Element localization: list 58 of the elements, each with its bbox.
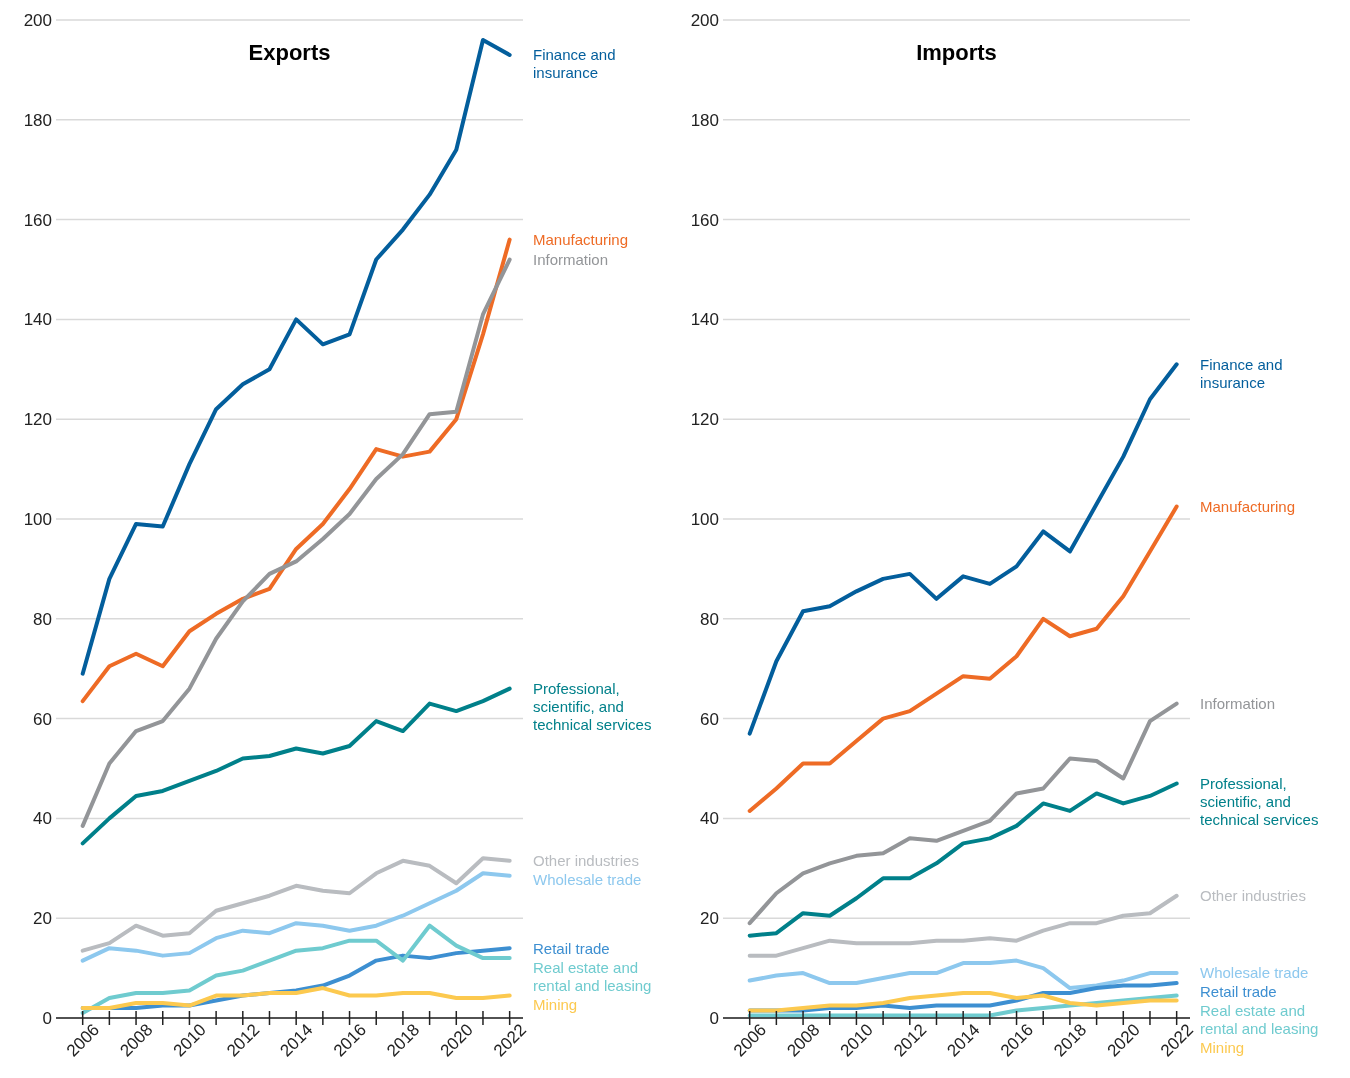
y-tick-label: 100 xyxy=(23,509,52,529)
y-tick-label: 180 xyxy=(23,110,52,130)
series-label: Wholesale trade xyxy=(1200,963,1309,981)
y-tick-label: 40 xyxy=(33,809,52,829)
y-tick-label: 60 xyxy=(33,709,52,729)
text: Mining xyxy=(1200,1038,1245,1056)
series-label: Real estate and rental and leasing xyxy=(1200,1001,1319,1037)
series-label: Mining xyxy=(533,995,578,1013)
series-label: Professional, scientific, and technical services xyxy=(1200,774,1319,828)
line-series xyxy=(747,991,1179,1013)
line-series xyxy=(747,362,1179,736)
line-series xyxy=(747,993,1179,1018)
line-series xyxy=(747,504,1179,813)
line-series xyxy=(80,237,512,704)
series-label: Professional, scientific, and technical services xyxy=(533,680,652,734)
line-series xyxy=(80,856,512,953)
text: Imports xyxy=(916,40,997,65)
y-tick-label: 60 xyxy=(700,709,719,729)
line-series xyxy=(80,986,512,1011)
line-series xyxy=(80,871,512,963)
line-series xyxy=(747,958,1179,991)
y-tick-label: 160 xyxy=(690,210,719,230)
line-series xyxy=(747,701,1179,926)
line-series xyxy=(747,893,1179,958)
y-tick-label: 0 xyxy=(709,1008,719,1028)
y-tick-label: 0 xyxy=(42,1008,52,1028)
series-label: Information xyxy=(1200,695,1276,713)
series-label: Manufacturing xyxy=(533,231,629,249)
line-series xyxy=(80,37,512,676)
text: Exports xyxy=(248,40,331,65)
line-series xyxy=(747,781,1179,938)
series-label: Retail trade xyxy=(533,939,610,957)
series-label: Wholesale trade xyxy=(533,871,642,889)
y-tick-label: 160 xyxy=(23,210,52,230)
y-tick-label: 20 xyxy=(700,909,719,929)
series-label: Real estate and rental and leasing xyxy=(533,958,652,994)
y-tick-label: 80 xyxy=(700,609,719,629)
y-tick-label: 140 xyxy=(23,310,52,330)
series-label: Other industries xyxy=(533,852,639,870)
series-label: Finance and insurance xyxy=(1200,355,1283,391)
y-tick-label: 200 xyxy=(23,10,52,30)
line-series xyxy=(80,686,512,846)
y-tick-label: 20 xyxy=(33,909,52,929)
y-tick-label: 40 xyxy=(700,809,719,829)
y-tick-label: 200 xyxy=(690,10,719,30)
series-label: Retail trade xyxy=(1200,982,1277,1000)
y-tick-label: 80 xyxy=(33,609,52,629)
series-label: Other industries xyxy=(1200,887,1306,905)
series-label: Manufacturing xyxy=(1200,498,1296,516)
line-series xyxy=(80,257,512,828)
y-tick-label: 140 xyxy=(690,310,719,330)
y-tick-label: 100 xyxy=(690,509,719,529)
y-tick-label: 120 xyxy=(23,410,52,430)
y-tick-label: 120 xyxy=(690,410,719,430)
y-tick-label: 180 xyxy=(690,110,719,130)
series-label: Finance and insurance xyxy=(533,46,616,82)
series-label: Information xyxy=(533,251,609,269)
line-series xyxy=(80,923,512,1016)
